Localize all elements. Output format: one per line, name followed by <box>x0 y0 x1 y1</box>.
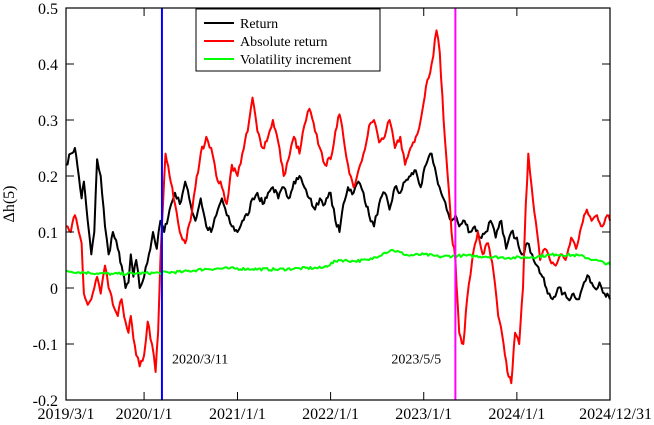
y-tick-label: 0.3 <box>38 113 58 130</box>
legend-label: Absolute return <box>240 35 327 50</box>
x-tick-label: 2022/1/1 <box>302 406 359 423</box>
x-tick-label: 2024/1/1 <box>488 406 545 423</box>
plot-frame <box>65 7 611 401</box>
y-axis-label: Δh(5) <box>1 186 18 223</box>
event-markers: 2020/3/11 2023/5/5 <box>160 8 457 400</box>
axis-ticks: -0.2 -0.1 0 0.1 0.2 0.3 0.4 0.5 2019/3/1 2020/1/1… <box>33 1 652 423</box>
event-label: 2023/5/5 <box>391 353 441 368</box>
x-tick-label: 2023/1/1 <box>395 406 452 423</box>
legend-label: Volatility increment <box>240 53 351 68</box>
x-tick-label: 2024/12/31 <box>579 406 652 423</box>
series-line-volatility-increment <box>65 248 611 276</box>
y-tick-label: 0.2 <box>38 169 58 186</box>
y-tick-label: 0.5 <box>38 1 58 18</box>
x-tick-label: 2021/1/1 <box>209 406 266 423</box>
event-label: 2020/3/11 <box>172 353 228 368</box>
y-tick-label: 0.1 <box>38 225 58 242</box>
legend: Return Absolute return Volatility incremen… <box>195 8 381 72</box>
series-layer <box>65 29 611 385</box>
series-line-absolute-return <box>65 29 611 385</box>
series-line-return <box>65 147 611 302</box>
x-tick-label: 2019/3/1 <box>38 406 95 423</box>
legend-label: Return <box>240 17 278 32</box>
x-tick-label: 2020/1/1 <box>116 406 173 423</box>
y-tick-label: 0.4 <box>38 57 58 74</box>
y-tick-label: -0.1 <box>33 337 58 354</box>
y-tick-label: -0.2 <box>33 393 58 410</box>
y-tick-label: 0 <box>50 281 58 298</box>
